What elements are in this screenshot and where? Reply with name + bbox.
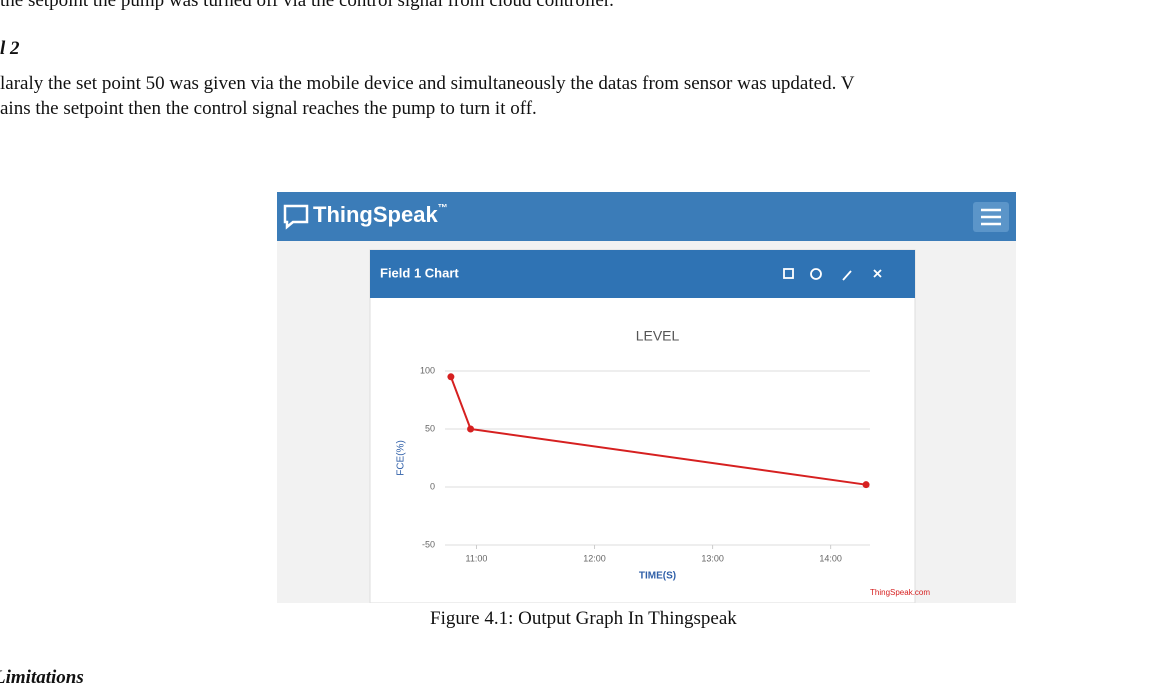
section-heading: Limitations [0, 667, 84, 689]
panel-title: Field 1 Chart [380, 265, 459, 280]
card [370, 250, 915, 603]
point [863, 481, 870, 488]
y-tick-label: 100 [420, 365, 435, 375]
x-tick-label: 13:00 [701, 553, 724, 563]
x-tick-label: 14:00 [819, 553, 842, 563]
credit: ThingSpeak.com [870, 588, 930, 597]
text-line: laraly the set point 50 was given via th… [0, 73, 854, 95]
y-axis-label: FCE(%) [396, 440, 407, 476]
x-axis-label: TIME(S) [639, 571, 676, 582]
y-tick-label: -50 [422, 539, 435, 549]
chart-title: LEVEL [636, 328, 680, 344]
brand: ThingSpeak™ [313, 202, 448, 227]
heading: l 2 [0, 38, 20, 60]
caption: Figure 4.1: Output Graph In Thingspeak [430, 608, 737, 630]
page: {"body": {"line0": "the setpoint the pum… [0, 0, 1173, 696]
y-tick-label: 50 [425, 423, 435, 433]
text-line: ains the setpoint then the control signa… [0, 98, 537, 120]
point [467, 426, 474, 433]
text-line: the setpoint the pump was turned off via… [0, 0, 614, 12]
y-tick-label: 0 [430, 481, 435, 491]
screenshot: ThingSpeak™ Field 1 Chart LEVEL FCE(%) TIM… [277, 192, 1016, 603]
x-tick-label: 11:00 [466, 553, 488, 563]
point [447, 373, 454, 380]
x-tick-label: 12:00 [583, 553, 606, 563]
